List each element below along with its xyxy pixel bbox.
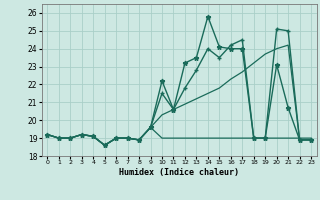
X-axis label: Humidex (Indice chaleur): Humidex (Indice chaleur) (119, 168, 239, 177)
